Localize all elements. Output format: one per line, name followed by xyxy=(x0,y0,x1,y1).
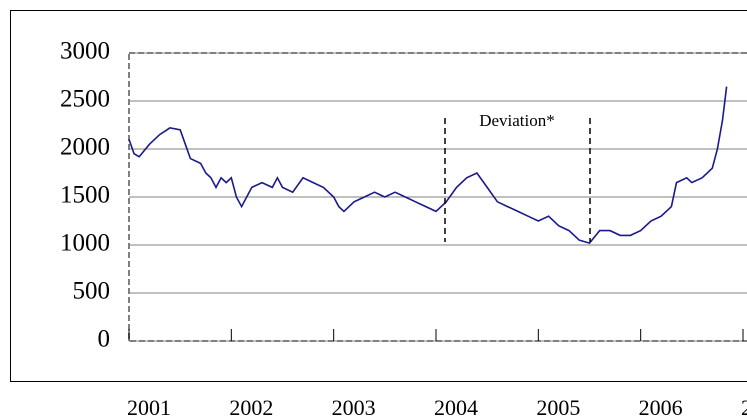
data-line xyxy=(128,86,728,245)
x-tick-label: 2005 xyxy=(536,395,580,420)
y-tick-label: 2000 xyxy=(60,134,110,161)
y-tick-label: 3000 xyxy=(60,38,110,65)
chart-frame xyxy=(10,10,747,382)
y-tick-label: 0 xyxy=(98,326,111,353)
y-tick-label: 2500 xyxy=(60,86,110,113)
x-tick-label: 2003 xyxy=(332,395,376,420)
x-tick-label: 2006 xyxy=(639,395,683,420)
y-tick-label: 1000 xyxy=(60,230,110,257)
x-tick-label: 2007 xyxy=(741,395,747,420)
plot-area: 0 500 1000 1500 2000 2500 3000 2001 2002 2003 2004… xyxy=(60,38,747,420)
x-tick-label: 2002 xyxy=(229,395,273,420)
x-tick-label: 2001 xyxy=(127,395,171,420)
plot-border xyxy=(128,52,747,342)
annotation: Deviation* xyxy=(479,111,555,130)
y-tick-label: 500 xyxy=(73,278,111,305)
x-tick-label: 2004 xyxy=(434,395,478,420)
y-tick-label: 1500 xyxy=(60,182,110,209)
